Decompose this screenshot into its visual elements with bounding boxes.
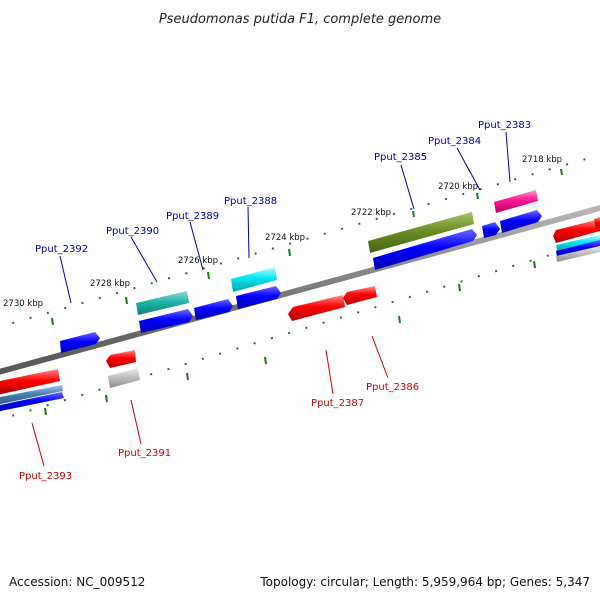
label-pput-2390[interactable]: Pput_2390 <box>106 226 159 237</box>
lower-major-ticks <box>44 260 536 416</box>
label-pput-2383[interactable]: Pput_2383 <box>478 120 531 131</box>
label-pput-2392[interactable]: Pput_2392 <box>35 244 88 255</box>
feature-right-edge-cyan[interactable] <box>556 235 600 251</box>
gene-right-edge-red-2[interactable] <box>594 217 600 229</box>
tick-label-2724: 2724 kbp <box>265 233 305 243</box>
label-pput-2385[interactable]: Pput_2385 <box>374 152 427 163</box>
feature-pput-2393-steel[interactable] <box>0 385 63 405</box>
label-pput-2386[interactable]: Pput_2386 <box>366 382 419 393</box>
accession-text: Accession: NC_009512 <box>9 575 145 589</box>
gene-pput-2393[interactable] <box>0 369 60 395</box>
genome-backbone <box>0 205 600 375</box>
feature-pput-2385-olive[interactable] <box>368 212 474 253</box>
lower-leader-lines <box>31 335 389 467</box>
gene-pput-2386[interactable] <box>343 286 377 305</box>
gene-pput-2389[interactable] <box>194 299 233 320</box>
gene-pput-2385[interactable] <box>373 229 477 270</box>
tick-label-2720: 2720 kbp <box>438 182 478 192</box>
genome-summary-text: Topology: circular; Length: 5,959,964 bp… <box>259 575 590 589</box>
label-pput-2387[interactable]: Pput_2387 <box>311 398 364 409</box>
feature-pput-2393-blue[interactable] <box>0 392 64 412</box>
tick-label-2728: 2728 kbp <box>90 279 130 289</box>
label-pput-2391[interactable]: Pput_2391 <box>118 448 171 459</box>
lower-tick-track <box>0 239 600 421</box>
feature-pput-2388-cyan[interactable] <box>231 267 277 292</box>
map-title: Pseudomonas putida F1, complete genome <box>159 12 441 27</box>
feature-right-edge-grey[interactable] <box>556 246 600 262</box>
label-pput-2384[interactable]: Pput_2384 <box>428 136 481 147</box>
feature-pput-2390-teal[interactable] <box>136 291 189 315</box>
tick-label-2730: 2730 kbp <box>3 299 43 309</box>
tick-label-2722: 2722 kbp <box>351 208 391 218</box>
upper-leader-lines <box>59 131 511 304</box>
tick-label-2726: 2726 kbp <box>178 256 218 266</box>
gene-pput-2388[interactable] <box>236 286 281 309</box>
label-pput-2388[interactable]: Pput_2388 <box>224 196 277 207</box>
feature-pput-2391-grey[interactable] <box>108 368 140 388</box>
label-pput-2393[interactable]: Pput_2393 <box>19 471 72 482</box>
feature-pput-2383-magenta[interactable] <box>494 190 538 213</box>
gene-right-edge-red[interactable] <box>553 219 600 243</box>
label-pput-2389[interactable]: Pput_2389 <box>166 211 219 222</box>
gene-pput-2387[interactable] <box>288 295 345 321</box>
upper-major-ticks <box>51 168 563 326</box>
gene-pput-2383[interactable] <box>500 210 542 233</box>
gene-pput-2392[interactable] <box>60 332 100 353</box>
feature-right-edge-blue[interactable] <box>556 240 600 257</box>
gene-pput-2391[interactable] <box>106 350 136 368</box>
tick-label-2718: 2718 kbp <box>522 155 562 165</box>
gene-pput-2384[interactable] <box>482 222 500 238</box>
gene-pput-2390[interactable] <box>139 309 193 333</box>
